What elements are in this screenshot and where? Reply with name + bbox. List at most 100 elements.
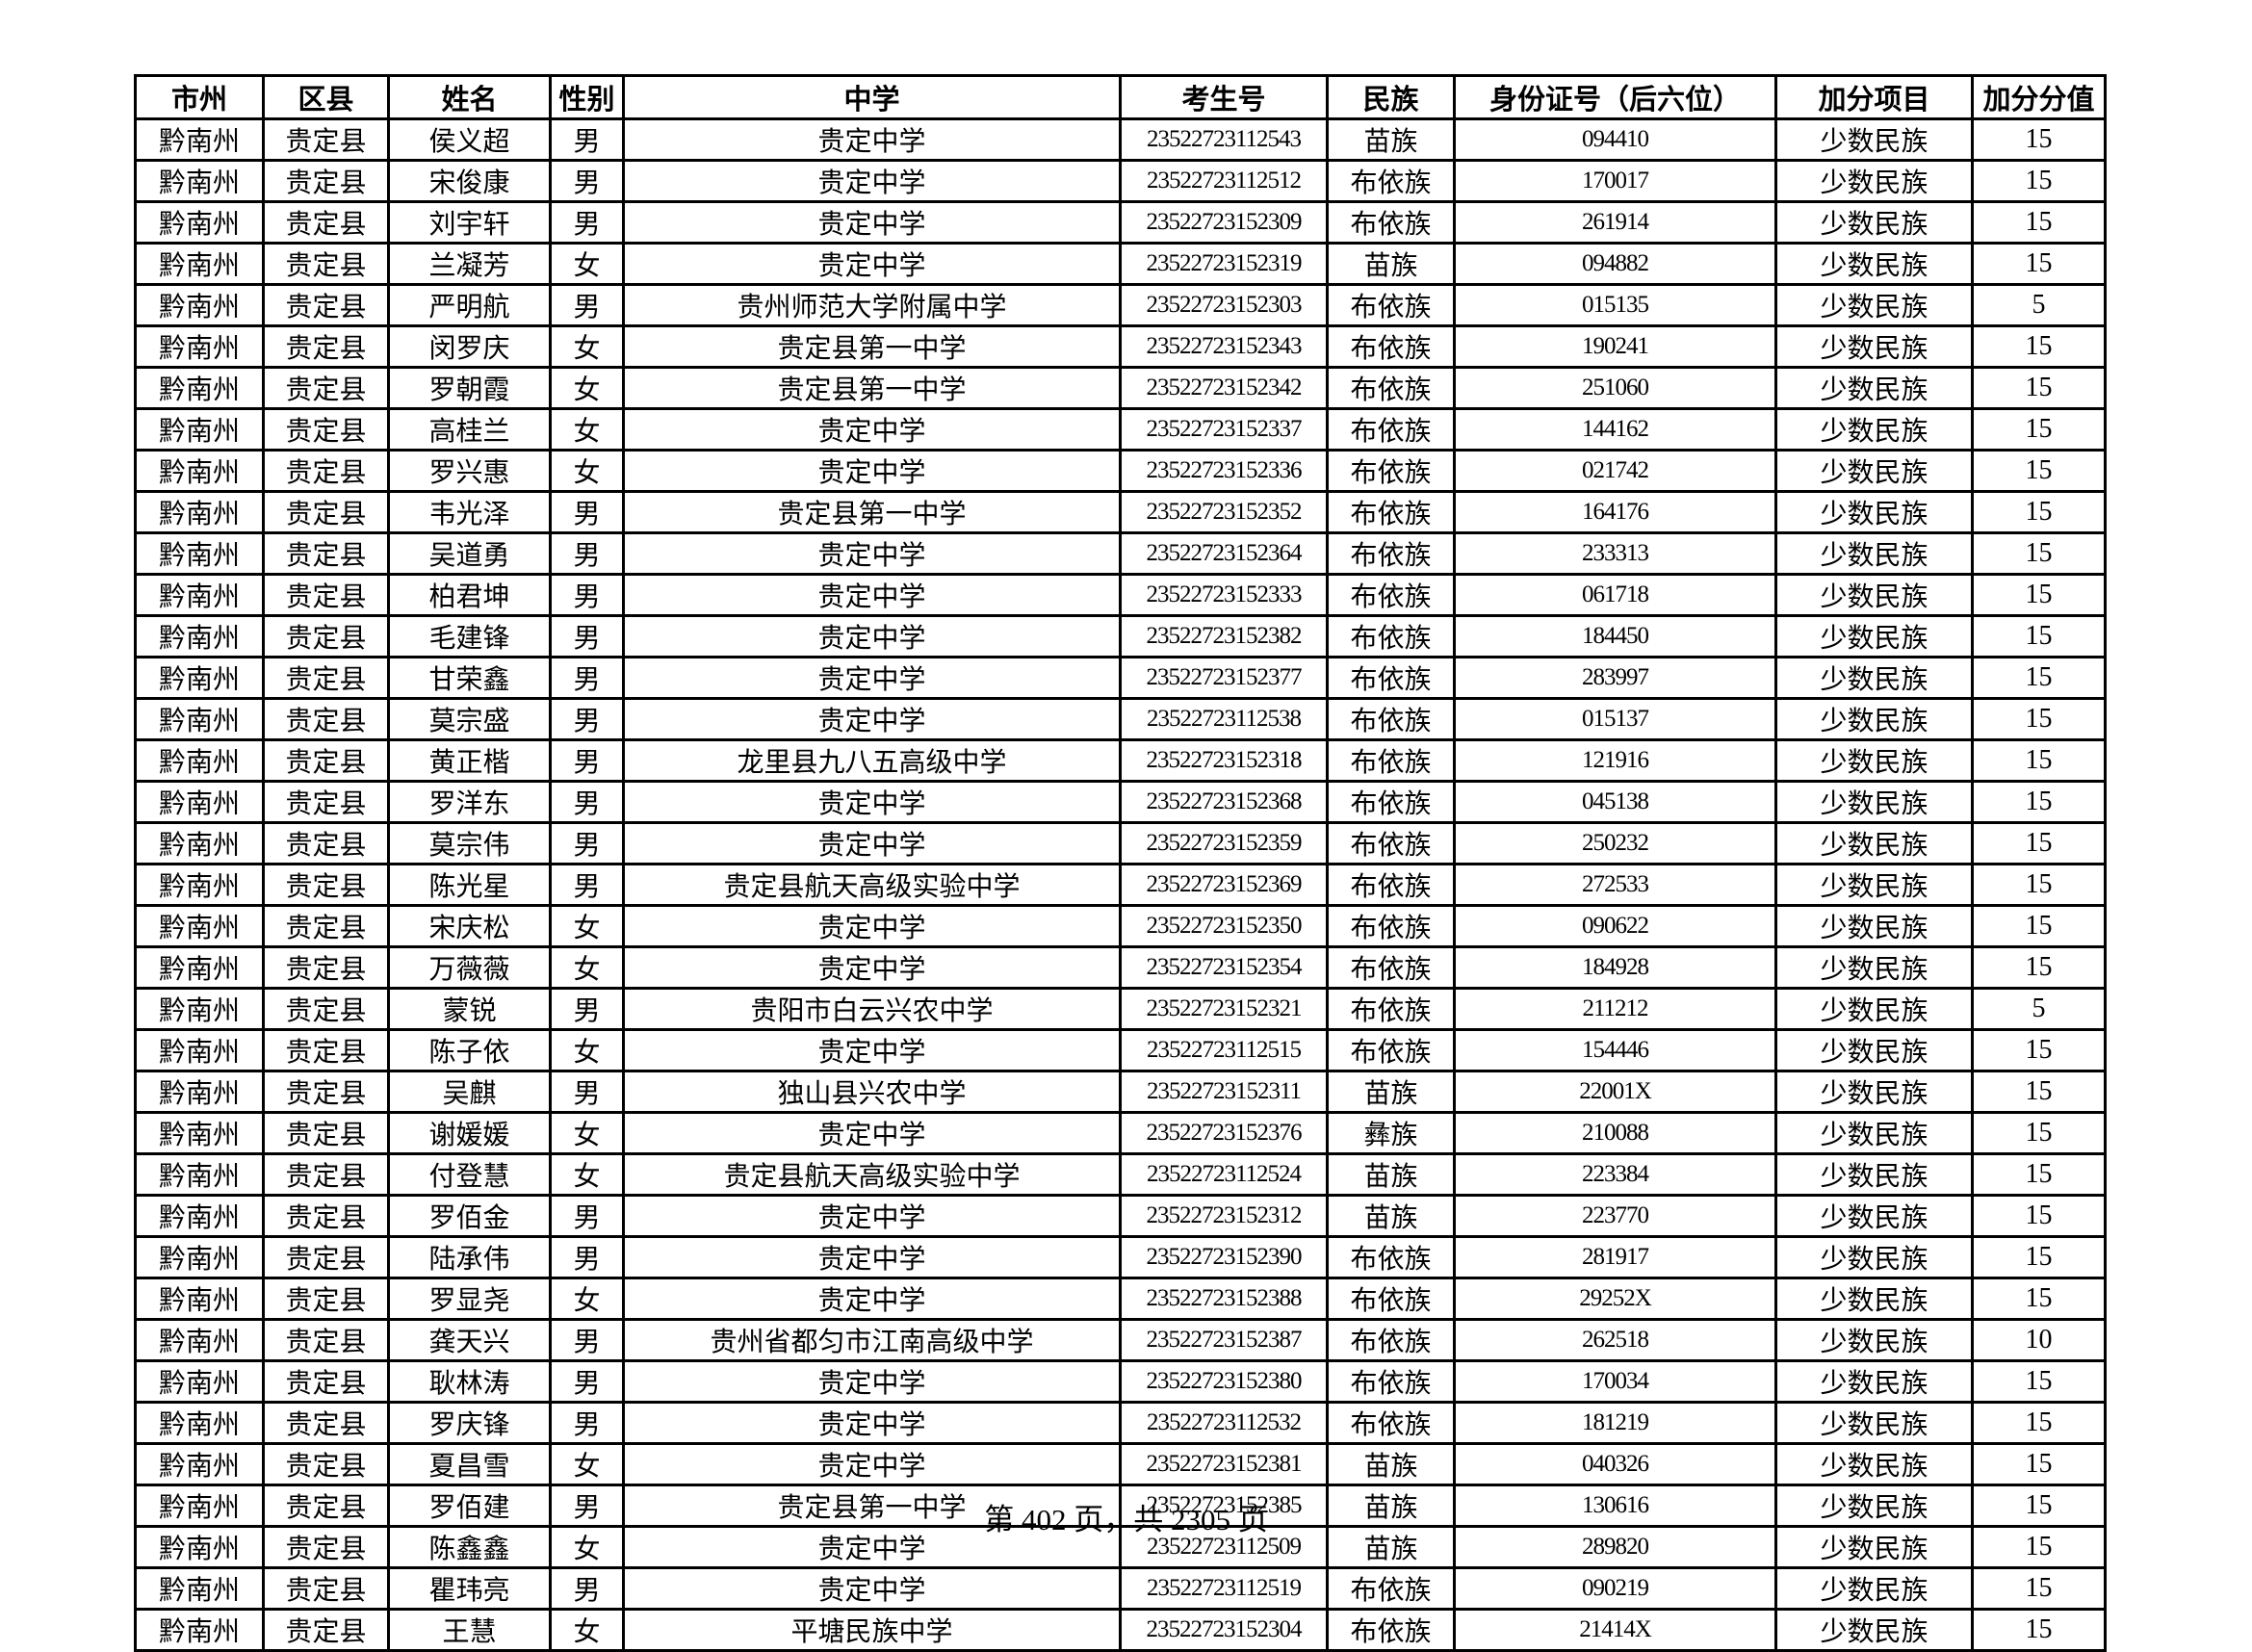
cell-id_last6: 29252X — [1453, 1277, 1777, 1321]
cell-name: 夏昌雪 — [387, 1442, 552, 1486]
cell-name: 刘宇轩 — [387, 200, 552, 245]
cell-ethnicity: 布依族 — [1326, 738, 1456, 783]
cell-prefecture: 黔南州 — [134, 407, 265, 452]
cell-county: 贵定县 — [262, 904, 390, 948]
cell-prefecture: 黔南州 — [134, 573, 265, 617]
cell-gender: 女 — [549, 1442, 625, 1486]
cell-bonus_points: 15 — [1971, 1277, 2107, 1321]
cell-candidate_no: 23522723152387 — [1119, 1318, 1329, 1362]
cell-name: 罗庆锋 — [387, 1401, 552, 1445]
cell-name: 龚天兴 — [387, 1318, 552, 1362]
cell-candidate_no: 23522723112538 — [1119, 697, 1329, 741]
cell-prefecture: 黔南州 — [134, 1608, 265, 1652]
table-row: 黔南州 贵定县 罗佰建男贵定县第一中学 23522723152385 苗族 130616 少… — [134, 1484, 2107, 1528]
cell-candidate_no: 23522723152385 — [1119, 1484, 1329, 1528]
cell-candidate_no: 23522723152321 — [1119, 987, 1329, 1031]
cell-id_last6: 283997 — [1453, 656, 1777, 700]
cell-school: 贵定中学 — [622, 1442, 1122, 1486]
cell-county: 贵定县 — [262, 1401, 390, 1445]
cell-county: 贵定县 — [262, 945, 390, 990]
cell-candidate_no: 23522723152311 — [1119, 1070, 1329, 1114]
column-header-name: 姓名 — [387, 74, 552, 120]
cell-school: 贵定中学 — [622, 697, 1122, 741]
cell-id_last6: 211212 — [1453, 987, 1777, 1031]
cell-gender: 男 — [549, 1566, 625, 1611]
cell-gender: 女 — [549, 242, 625, 286]
cell-candidate_no: 23522723152380 — [1119, 1359, 1329, 1404]
cell-bonus_item: 少数民族 — [1774, 1070, 1974, 1114]
cell-bonus_points: 15 — [1971, 1070, 2107, 1114]
cell-gender: 男 — [549, 738, 625, 783]
cell-id_last6: 289820 — [1453, 1525, 1777, 1569]
cell-ethnicity: 布依族 — [1326, 283, 1456, 327]
cell-name: 毛建锋 — [387, 614, 552, 658]
cell-bonus_points: 15 — [1971, 738, 2107, 783]
column-header-bonus_item: 加分项目 — [1774, 74, 1974, 120]
cell-prefecture: 黔南州 — [134, 656, 265, 700]
table-row: 黔南州 贵定县 严明航男贵州师范大学附属中学 23522723152303 布依族 015… — [134, 283, 2107, 327]
cell-bonus_points: 5 — [1971, 283, 2107, 327]
cell-bonus_points: 15 — [1971, 863, 2107, 907]
cell-ethnicity: 布依族 — [1326, 324, 1456, 369]
cell-name: 严明航 — [387, 283, 552, 327]
table-row: 黔南州 贵定县 高桂兰女贵定中学 23522723152337 布依族 144162 少数民… — [134, 407, 2107, 452]
cell-candidate_no: 23522723152303 — [1119, 283, 1329, 327]
cell-school: 贵定中学 — [622, 531, 1122, 576]
cell-school: 贵定中学 — [622, 407, 1122, 452]
table-row: 黔南州 贵定县 王慧女平塘民族中学 23522723152304 布依族 21414X 少数… — [134, 1608, 2107, 1652]
cell-id_last6: 045138 — [1453, 780, 1777, 824]
cell-prefecture: 黔南州 — [134, 1194, 265, 1238]
cell-id_last6: 164176 — [1453, 490, 1777, 534]
cell-bonus_item: 少数民族 — [1774, 117, 1974, 162]
cell-candidate_no: 23522723152333 — [1119, 573, 1329, 617]
cell-id_last6: 251060 — [1453, 366, 1777, 410]
cell-county: 贵定县 — [262, 821, 390, 865]
column-header-gender: 性别 — [549, 74, 625, 120]
cell-prefecture: 黔南州 — [134, 283, 265, 327]
cell-county: 贵定县 — [262, 1484, 390, 1528]
cell-ethnicity: 布依族 — [1326, 573, 1456, 617]
cell-prefecture: 黔南州 — [134, 614, 265, 658]
cell-candidate_no: 23522723152359 — [1119, 821, 1329, 865]
cell-prefecture: 黔南州 — [134, 1359, 265, 1404]
cell-ethnicity: 布依族 — [1326, 1608, 1456, 1652]
table-row: 黔南州 贵定县 罗佰金男贵定中学 23522723152312 苗族 223770 少数民族… — [134, 1194, 2107, 1238]
cell-ethnicity: 苗族 — [1326, 1442, 1456, 1486]
cell-bonus_item: 少数民族 — [1774, 614, 1974, 658]
table-row: 黔南州 贵定县 闵罗庆女贵定县第一中学 23522723152343 布依族 190241… — [134, 324, 2107, 369]
cell-bonus_points: 15 — [1971, 159, 2107, 203]
cell-candidate_no: 23522723152337 — [1119, 407, 1329, 452]
cell-id_last6: 190241 — [1453, 324, 1777, 369]
table-row: 黔南州 贵定县 瞿玮亮男贵定中学 23522723112519 布依族 090219 少数民… — [134, 1566, 2107, 1611]
cell-name: 陆承伟 — [387, 1235, 552, 1279]
cell-county: 贵定县 — [262, 1111, 390, 1155]
cell-county: 贵定县 — [262, 1028, 390, 1072]
table-row: 黔南州 贵定县 刘宇轩男贵定中学 23522723152309 布依族 261914 少数民… — [134, 200, 2107, 245]
cell-id_last6: 281917 — [1453, 1235, 1777, 1279]
cell-candidate_no: 23522723152376 — [1119, 1111, 1329, 1155]
cell-name: 甘荣鑫 — [387, 656, 552, 700]
cell-name: 韦光泽 — [387, 490, 552, 534]
cell-candidate_no: 23522723112515 — [1119, 1028, 1329, 1072]
table-row: 黔南州 贵定县 兰凝芳女贵定中学 23522723152319 苗族 094882 少数民族… — [134, 242, 2107, 286]
cell-school: 贵定中学 — [622, 780, 1122, 824]
cell-county: 贵定县 — [262, 1608, 390, 1652]
cell-bonus_item: 少数民族 — [1774, 1277, 1974, 1321]
cell-county: 贵定县 — [262, 738, 390, 783]
cell-ethnicity: 布依族 — [1326, 1028, 1456, 1072]
cell-prefecture: 黔南州 — [134, 1070, 265, 1114]
cell-county: 贵定县 — [262, 1194, 390, 1238]
cell-ethnicity: 布依族 — [1326, 490, 1456, 534]
cell-id_last6: 21414X — [1453, 1608, 1777, 1652]
cell-id_last6: 094410 — [1453, 117, 1777, 162]
cell-name: 罗洋东 — [387, 780, 552, 824]
cell-bonus_item: 少数民族 — [1774, 821, 1974, 865]
cell-bonus_item: 少数民族 — [1774, 490, 1974, 534]
column-header-bonus_points: 加分分值 — [1971, 74, 2107, 120]
cell-gender: 男 — [549, 159, 625, 203]
cell-gender: 男 — [549, 490, 625, 534]
cell-name: 罗显尧 — [387, 1277, 552, 1321]
cell-gender: 男 — [549, 987, 625, 1031]
cell-candidate_no: 23522723112509 — [1119, 1525, 1329, 1569]
cell-id_last6: 170034 — [1453, 1359, 1777, 1404]
